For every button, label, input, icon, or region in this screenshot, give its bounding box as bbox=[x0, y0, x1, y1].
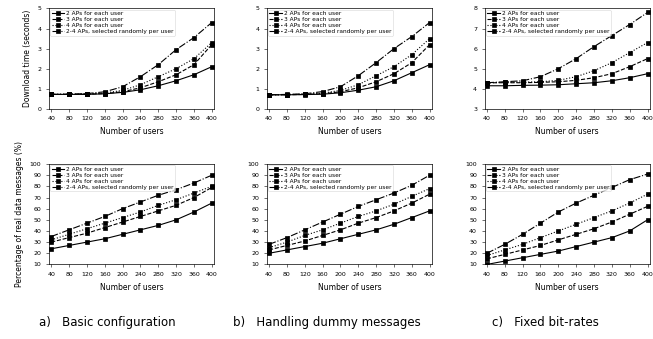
Legend: 2 APs for each user, 3 APs for each user, 4 APs for each user, 2-4 APs, selected: 2 APs for each user, 3 APs for each user… bbox=[486, 165, 611, 191]
Legend: 2 APs for each user, 3 APs for each user, 4 APs for each user, 2-4 APs, selected: 2 APs for each user, 3 APs for each user… bbox=[50, 165, 175, 191]
X-axis label: Number of users: Number of users bbox=[535, 283, 599, 292]
Legend: 2 APs for each user, 3 APs for each user, 4 APs for each user, 2-4 APs, selected: 2 APs for each user, 3 APs for each user… bbox=[486, 9, 611, 36]
X-axis label: Number of users: Number of users bbox=[317, 127, 381, 136]
X-axis label: Number of users: Number of users bbox=[100, 127, 163, 136]
Y-axis label: Download time (seconds): Download time (seconds) bbox=[23, 10, 32, 107]
Y-axis label: Percentage of real data messages (%): Percentage of real data messages (%) bbox=[15, 141, 24, 287]
Legend: 2 APs for each user, 3 APs for each user, 4 APs for each user, 2-4 APs, selected: 2 APs for each user, 3 APs for each user… bbox=[50, 9, 175, 36]
X-axis label: Number of users: Number of users bbox=[317, 283, 381, 292]
X-axis label: Number of users: Number of users bbox=[100, 283, 163, 292]
Text: c)   Fixed bit-rates: c) Fixed bit-rates bbox=[492, 316, 599, 329]
Legend: 2 APs for each user, 3 APs for each user, 4 APs for each user, 2-4 APs, selected: 2 APs for each user, 3 APs for each user… bbox=[268, 165, 392, 191]
Text: b)   Handling dummy messages: b) Handling dummy messages bbox=[232, 316, 421, 329]
X-axis label: Number of users: Number of users bbox=[535, 127, 599, 136]
Legend: 2 APs for each user, 3 APs for each user, 4 APs for each user, 2-4 APs, selected: 2 APs for each user, 3 APs for each user… bbox=[268, 9, 392, 36]
Text: a)   Basic configuration: a) Basic configuration bbox=[39, 316, 176, 329]
